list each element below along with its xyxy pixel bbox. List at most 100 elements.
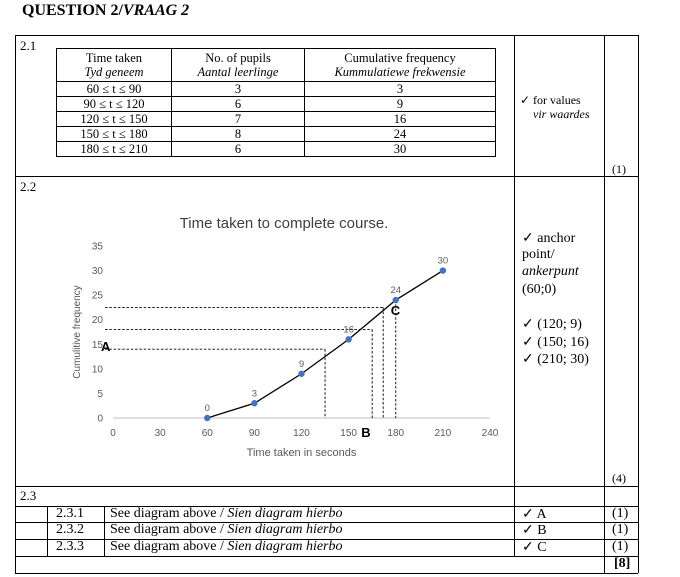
header-cf-en: Cumulative frequency bbox=[344, 51, 456, 65]
cell-pupils: 6 bbox=[171, 141, 305, 157]
memo-2-2-point: point/ bbox=[522, 247, 555, 262]
grid-line-2-3-1 bbox=[15, 506, 638, 507]
memo-2-2-coord: (60;0) bbox=[522, 282, 557, 297]
annotation-a: A bbox=[101, 339, 111, 354]
total-mark: [8] bbox=[614, 556, 631, 571]
grid-line-sub-num bbox=[47, 506, 48, 556]
mark-2-3-1: (1) bbox=[612, 506, 629, 521]
cell-pupils: 8 bbox=[171, 126, 305, 142]
cell-interval: 180 ≤ t ≤ 210 bbox=[56, 141, 172, 157]
cell-cf: 24 bbox=[304, 126, 496, 142]
sub-text-af: Sien diagram hierbo bbox=[227, 506, 343, 521]
sub-text-af: Sien diagram hierbo bbox=[227, 522, 343, 537]
sub-text-2-3-1: See diagram above / Sien diagram hierbo bbox=[110, 506, 343, 522]
sub-text-af: Sien diagram hierbo bbox=[227, 539, 343, 554]
grid-line-total bbox=[15, 556, 638, 557]
x-tick-label: 240 bbox=[482, 428, 499, 439]
memo-2-2-p1: ✓ (120; 9) bbox=[522, 317, 582, 332]
cell-pupils: 7 bbox=[171, 111, 305, 127]
table-row: 180 ≤ t ≤ 210 6 30 bbox=[56, 141, 496, 157]
sub-text-en: See diagram above / bbox=[110, 506, 228, 521]
y-tick-label: 25 bbox=[92, 291, 104, 302]
header-time-af: Tyd geneem bbox=[84, 65, 144, 79]
y-tick-label: 5 bbox=[97, 389, 103, 400]
point-label: 3 bbox=[252, 388, 257, 399]
grid-line-left bbox=[15, 35, 16, 573]
x-tick-label: 0 bbox=[110, 428, 116, 439]
header-time: Time taken Tyd geneem bbox=[56, 48, 172, 82]
frequency-table: Time taken Tyd geneem No. of pupils Aant… bbox=[56, 48, 496, 157]
memo-2-3-3: ✓ C bbox=[522, 540, 547, 555]
point-label: 9 bbox=[299, 359, 304, 370]
grid-line-sub-text bbox=[104, 506, 105, 556]
table-row: 60 ≤ t ≤ 90 3 3 bbox=[56, 81, 496, 97]
point-labels: 0 3 9 16 24 30 bbox=[205, 256, 449, 414]
grid-line-bottom bbox=[15, 573, 638, 574]
memo-2-2-p2: ✓ (150; 16) bbox=[522, 335, 589, 350]
question-number-2-3: 2.3 bbox=[20, 488, 37, 503]
table-row: 90 ≤ t ≤ 120 6 9 bbox=[56, 96, 496, 112]
cell-cf: 16 bbox=[304, 111, 496, 127]
table-row: 150 ≤ t ≤ 180 8 24 bbox=[56, 126, 496, 142]
data-point bbox=[439, 267, 447, 274]
y-tick-label: 30 bbox=[92, 266, 104, 277]
data-point bbox=[204, 414, 211, 422]
grid-line-2-2 bbox=[15, 176, 638, 177]
y-tick-label: 10 bbox=[92, 364, 104, 375]
grid-line-marks bbox=[604, 35, 605, 573]
header-time-en: Time taken bbox=[85, 51, 143, 65]
data-point bbox=[345, 336, 352, 343]
annotations: A B C bbox=[101, 303, 401, 440]
sub-text-en: See diagram above / bbox=[110, 539, 228, 554]
x-tick-label: 30 bbox=[155, 428, 167, 439]
y-tick-labels: 0 5 10 15 20 25 30 35 bbox=[92, 242, 104, 425]
cell-interval: 60 ≤ t ≤ 90 bbox=[56, 81, 172, 97]
sub-number-2-3-1: 2.3.1 bbox=[56, 506, 84, 521]
sub-text-2-3-3: See diagram above / Sien diagram hierbo bbox=[110, 539, 343, 555]
point-label: 24 bbox=[390, 285, 401, 296]
x-axis-label: Time taken in seconds bbox=[247, 447, 357, 459]
data-point bbox=[251, 400, 258, 407]
grid-line-right bbox=[638, 35, 639, 573]
grid-line-2-3 bbox=[15, 486, 638, 487]
data-point bbox=[298, 370, 305, 377]
memo-2-2-p3: ✓ (210; 30) bbox=[522, 352, 589, 367]
cell-cf: 3 bbox=[304, 81, 496, 97]
guide-lines bbox=[105, 300, 397, 418]
x-tick-label: 60 bbox=[202, 428, 214, 439]
cell-interval: 90 ≤ t ≤ 120 bbox=[56, 96, 172, 112]
header-pupils-en: No. of pupils bbox=[205, 51, 271, 65]
point-label: 30 bbox=[438, 256, 449, 267]
question-title: QUESTION 2/VRAAG 2 bbox=[22, 2, 189, 20]
memo-2-3-2: ✓ B bbox=[522, 523, 547, 538]
x-tick-label: 210 bbox=[435, 428, 452, 439]
question-title-en: QUESTION 2/ bbox=[22, 2, 123, 19]
chart-title: Time taken to complete course. bbox=[180, 215, 389, 232]
grid-line-memo bbox=[514, 35, 515, 556]
mark-2-3-2: (1) bbox=[612, 522, 629, 537]
header-cf: Cumulative frequency Kummulatiewe frekwe… bbox=[304, 48, 496, 82]
memo-2-1-line2: vir waardes bbox=[533, 107, 590, 121]
sub-text-2-3-2: See diagram above / Sien diagram hierbo bbox=[110, 522, 343, 538]
grid-line-2-3-2 bbox=[15, 522, 638, 523]
x-tick-label: 180 bbox=[387, 428, 404, 439]
sub-text-en: See diagram above / bbox=[110, 522, 228, 537]
grid-line-2-3-3 bbox=[15, 539, 638, 540]
cumulative-frequency-chart: Time taken to complete course. 0 5 10 15 20 2… bbox=[72, 215, 499, 459]
point-label: 0 bbox=[205, 403, 210, 414]
table-row: 120 ≤ t ≤ 150 7 16 bbox=[56, 111, 496, 127]
sub-number-2-3-2: 2.3.2 bbox=[56, 522, 84, 537]
question-number-2-1: 2.1 bbox=[20, 38, 37, 53]
ogive-line bbox=[207, 270, 444, 419]
cell-interval: 150 ≤ t ≤ 180 bbox=[56, 126, 172, 142]
y-tick-label: 20 bbox=[92, 315, 104, 326]
mark-2-1: (1) bbox=[612, 162, 626, 176]
cell-cf: 9 bbox=[304, 96, 496, 112]
grid-line-top bbox=[15, 35, 638, 36]
x-tick-labels: 0 30 60 90 120 150 180 210 240 bbox=[110, 428, 499, 439]
y-tick-label: 15 bbox=[92, 340, 104, 351]
data-point bbox=[392, 296, 399, 304]
memo-2-2-ankerpunt: ankerpunt bbox=[522, 264, 579, 279]
header-pupils-af: Aantal leerlinge bbox=[197, 65, 279, 79]
x-tick-label: 90 bbox=[249, 428, 261, 439]
